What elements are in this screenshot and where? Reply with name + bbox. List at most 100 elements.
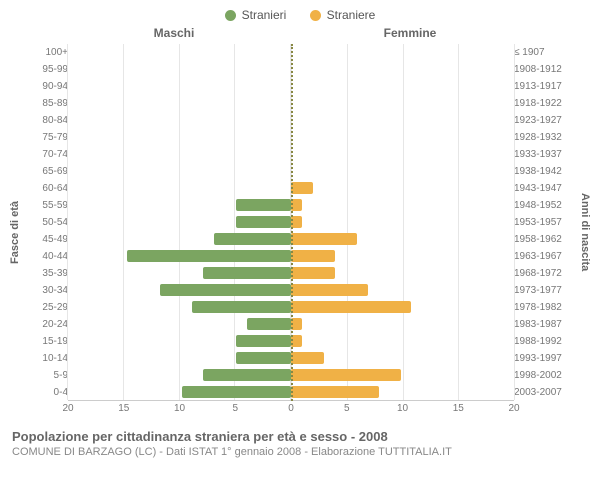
y-axis-label-right: Anni di nascita: [576, 44, 594, 421]
age-label: 25-29: [24, 302, 72, 313]
x-tick: 10: [174, 403, 185, 414]
pyramid-row: 30-34 1973-1977: [24, 282, 576, 299]
bar-male: [203, 369, 291, 381]
birth-year-label: 1948-1952: [510, 200, 576, 211]
pyramid-row: 20-24 1983-1987: [24, 316, 576, 333]
bar-female: [291, 233, 357, 245]
age-label: 5-9: [24, 370, 72, 381]
pyramid-row: 55-59 1948-1952: [24, 197, 576, 214]
bar-female: [291, 216, 302, 228]
birth-year-label: 1973-1977: [510, 285, 576, 296]
age-label: 10-14: [24, 353, 72, 364]
legend-male-swatch: [225, 10, 236, 21]
x-tick: 5: [344, 403, 350, 414]
pyramid-row: 100+ ≤ 1907: [24, 44, 576, 61]
x-tick: 5: [232, 403, 238, 414]
chart: Fasce di età 100+≤ 190795-991908-191290-…: [0, 44, 600, 421]
pyramid-row: 80-84 1923-1927: [24, 112, 576, 129]
legend-male-label: Stranieri: [242, 8, 287, 22]
chart-rows: 100+ ≤ 1907 95-99 1908-1912 90-941913-191785…: [24, 44, 576, 401]
age-label: 75-79: [24, 132, 72, 143]
age-label: 0-4: [24, 387, 72, 398]
pyramid-row: 40-441963-1967: [24, 248, 576, 265]
bar-female: [291, 267, 335, 279]
bar-male: [127, 250, 291, 262]
age-label: 70-74: [24, 149, 72, 160]
birth-year-label: 1923-1927: [510, 115, 576, 126]
bar-female: [291, 352, 324, 364]
bar-male: [192, 301, 291, 313]
bar-female: [291, 199, 302, 211]
caption-subtitle: COMUNE DI BARZAGO (LC) - Dati ISTAT 1° g…: [12, 446, 588, 458]
birth-year-label: 1908-1912: [510, 64, 576, 75]
age-label: 55-59: [24, 200, 72, 211]
column-headers: Maschi Femmine: [0, 24, 600, 44]
legend-female-label: Straniere: [327, 8, 376, 22]
pyramid-row: 90-941913-1917: [24, 78, 576, 95]
pyramid-row: 70-74 1933-1937: [24, 146, 576, 163]
birth-year-label: 1918-1922: [510, 98, 576, 109]
bar-female: [291, 250, 335, 262]
bar-female: [291, 318, 302, 330]
birth-year-label: 1978-1982: [510, 302, 576, 313]
x-tick: 10: [397, 403, 408, 414]
x-axis: 05101520 5101520: [24, 401, 576, 421]
pyramid-row: 35-39 1968-1972: [24, 265, 576, 282]
birth-year-label: 1943-1947: [510, 183, 576, 194]
x-tick: 20: [508, 403, 519, 414]
chart-legend: Stranieri Straniere: [0, 0, 600, 24]
pyramid-row: 15-19 1988-1992: [24, 333, 576, 350]
age-label: 65-69: [24, 166, 72, 177]
birth-year-label: 1993-1997: [510, 353, 576, 364]
bar-female: [291, 386, 379, 398]
bar-female: [291, 335, 302, 347]
bar-female: [291, 369, 401, 381]
pyramid-row: 85-891918-1922: [24, 95, 576, 112]
bar-male: [203, 267, 291, 279]
age-label: 20-24: [24, 319, 72, 330]
birth-year-label: 1953-1957: [510, 217, 576, 228]
birth-year-label: ≤ 1907: [510, 47, 576, 58]
bar-male: [236, 335, 291, 347]
chart-caption: Popolazione per cittadinanza straniera p…: [0, 421, 600, 458]
bar-female: [291, 301, 411, 313]
caption-title: Popolazione per cittadinanza straniera p…: [12, 429, 588, 444]
age-label: 30-34: [24, 285, 72, 296]
bar-male: [160, 284, 291, 296]
bar-male: [236, 199, 291, 211]
birth-year-label: 1983-1987: [510, 319, 576, 330]
bar-female: [291, 284, 368, 296]
pyramid-row: 10-14 1993-1997: [24, 350, 576, 367]
header-male: Maschi: [56, 26, 292, 40]
birth-year-label: 2003-2007: [510, 387, 576, 398]
birth-year-label: 1933-1937: [510, 149, 576, 160]
legend-female-swatch: [310, 10, 321, 21]
pyramid-row: 25-29 1978-1982: [24, 299, 576, 316]
x-tick: 15: [118, 403, 129, 414]
age-label: 95-99: [24, 64, 72, 75]
birth-year-label: 1928-1932: [510, 132, 576, 143]
age-label: 80-84: [24, 115, 72, 126]
age-label: 60-64: [24, 183, 72, 194]
birth-year-label: 1913-1917: [510, 81, 576, 92]
x-tick: 20: [62, 403, 73, 414]
birth-year-label: 1958-1962: [510, 234, 576, 245]
age-label: 50-54: [24, 217, 72, 228]
birth-year-label: 1998-2002: [510, 370, 576, 381]
legend-female: Straniere: [310, 8, 376, 22]
pyramid-row: 45-491958-1962: [24, 231, 576, 248]
birth-year-label: 1988-1992: [510, 336, 576, 347]
x-tick: 15: [453, 403, 464, 414]
bar-male: [182, 386, 292, 398]
age-label: 35-39: [24, 268, 72, 279]
birth-year-label: 1938-1942: [510, 166, 576, 177]
age-label: 15-19: [24, 336, 72, 347]
bar-male: [236, 216, 291, 228]
birth-year-label: 1968-1972: [510, 268, 576, 279]
pyramid-row: 95-99 1908-1912: [24, 61, 576, 78]
age-label: 100+: [24, 47, 72, 58]
bar-male: [247, 318, 291, 330]
pyramid-row: 5-9 1998-2002: [24, 367, 576, 384]
pyramid-row: 65-69 1938-1942: [24, 163, 576, 180]
bar-male: [214, 233, 291, 245]
